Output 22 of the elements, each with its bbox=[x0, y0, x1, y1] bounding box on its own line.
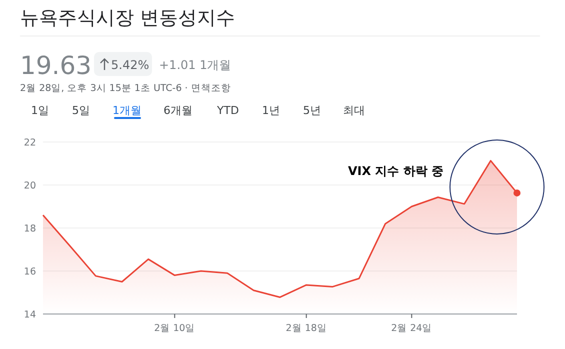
annotation: VIX 지수 하락 중 bbox=[348, 164, 444, 178]
text: 5일 bbox=[72, 104, 90, 117]
y-tick-label: 18 bbox=[24, 224, 36, 234]
text: YTD bbox=[216, 104, 239, 117]
text: 1개월 bbox=[112, 104, 142, 117]
x-tick-label: 2월 18일 bbox=[286, 323, 327, 334]
text: +1.01 1개월 bbox=[159, 58, 232, 72]
x-tick-label: 2월 10일 bbox=[154, 323, 196, 334]
x-tick-label: 2월 24일 bbox=[391, 323, 432, 334]
chart-subtitle: 2월 28일, 오후 3시 15분 1초 UTC-6 · 면책조항 bbox=[20, 83, 231, 94]
chart-title: 뉴욕주식시장 변동성지수 bbox=[20, 7, 236, 29]
text: 5.42% bbox=[111, 58, 150, 72]
text: 6개월 bbox=[164, 104, 192, 117]
text: 19.63 bbox=[20, 51, 92, 80]
y-tick-label: 16 bbox=[24, 266, 36, 278]
text: 1일 bbox=[31, 104, 49, 117]
text: 최대 bbox=[343, 104, 365, 117]
text: 5년 bbox=[303, 104, 321, 117]
y-tick-label: 20 bbox=[24, 180, 36, 192]
y-tick-label: 14 bbox=[24, 310, 36, 320]
text: 1년 bbox=[262, 104, 280, 117]
y-tick-label: 22 bbox=[24, 138, 36, 148]
